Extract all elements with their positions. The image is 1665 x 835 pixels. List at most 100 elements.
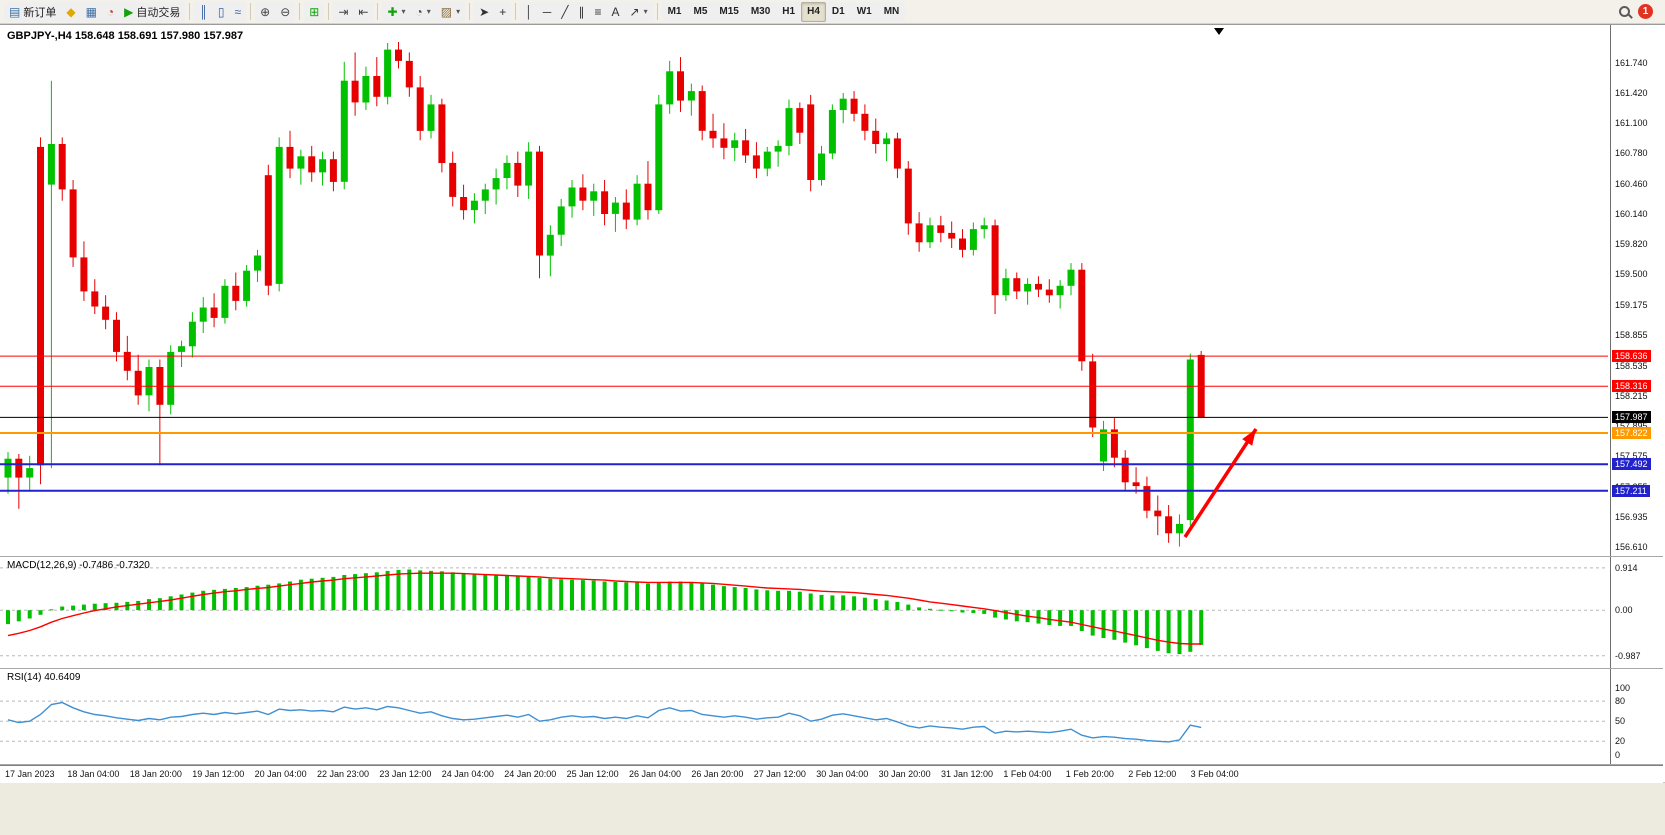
timeframe-m15-button[interactable]: M15	[713, 1, 745, 22]
macd-canvas[interactable]	[0, 557, 1610, 668]
horizontal-line-icon: ─	[542, 4, 552, 19]
price-tick-6: 159.820	[1615, 239, 1648, 250]
zoom-in-button[interactable]: ⊕	[255, 1, 276, 22]
chart-title: GBPJPY-,H4 158.648 158.691 157.980 157.9…	[7, 30, 243, 42]
toolbar-separator	[469, 3, 471, 20]
zoom-out-button[interactable]: ⊖	[275, 1, 296, 22]
horizontal-line-button[interactable]: ─	[537, 1, 557, 22]
rsi-tick-0: 100	[1615, 682, 1631, 693]
cursor-button[interactable]: ➤	[474, 1, 495, 22]
crosshair-button[interactable]: +	[494, 1, 512, 22]
vertical-line-icon: │	[525, 4, 533, 19]
metaeditor-button[interactable]: ◆	[61, 1, 81, 22]
macd-name: MACD(12,26,9)	[7, 560, 77, 571]
price-tick-9: 158.855	[1615, 330, 1648, 341]
periods-button[interactable]: ◔ ▾	[410, 1, 436, 22]
vertical-line-button[interactable]: │	[520, 1, 538, 22]
hline-price-tag-0: 158.636	[1612, 350, 1651, 363]
timeframe-m30-button[interactable]: M30	[744, 1, 777, 22]
arrows-dropdown-caret[interactable]: ▾	[643, 7, 648, 16]
timeframe-h4-button[interactable]: H4	[801, 1, 826, 22]
bar-chart-button[interactable]: ║	[194, 1, 213, 22]
rsi-tick-3: 20	[1615, 736, 1626, 747]
time-label-14: 30 Jan 20:00	[878, 769, 931, 779]
rsi-tick-1: 80	[1615, 696, 1626, 707]
time-label-10: 26 Jan 04:00	[629, 769, 682, 779]
chart-shift-marker[interactable]	[1214, 28, 1224, 35]
chart-ohlc-values: 158.648 158.691 157.980 157.987	[74, 30, 244, 42]
rsi-line	[7, 701, 1202, 743]
hline-objects[interactable]	[0, 355, 1608, 492]
fibonacci-button[interactable]: ≡	[589, 1, 607, 22]
new-order-button[interactable]: ▤ 新订单	[4, 1, 62, 22]
timeframe-mn-button[interactable]: MN	[877, 1, 906, 22]
timeframe-d1-button[interactable]: D1	[825, 1, 851, 22]
indicators-icon: ✚	[387, 4, 398, 19]
channel-button[interactable]: ∥	[573, 1, 590, 22]
line-chart-button[interactable]: ≈	[229, 1, 247, 22]
search-icon[interactable]	[1619, 6, 1630, 17]
arrows-icon: ↗	[629, 4, 640, 19]
rsi-label: RSI(14) 40.6409	[7, 672, 80, 683]
timeframe-w1-button[interactable]: W1	[850, 1, 878, 22]
periods-dropdown-caret[interactable]: ▾	[426, 7, 431, 16]
chart-shift-icon: ⇤	[358, 4, 369, 19]
trendline-icon: ╱	[561, 4, 569, 19]
hline-price-tag-1: 158.316	[1612, 380, 1651, 393]
tile-windows-button[interactable]: ⊞	[304, 1, 325, 22]
auto-scroll-button[interactable]: ⇥	[333, 1, 354, 22]
price-tick-5: 160.140	[1615, 208, 1648, 219]
rsi-panel: RSI(14) 40.6409 100 80 50 20 0	[0, 669, 1663, 765]
tile-windows-icon: ⊞	[309, 4, 320, 19]
indicators-button[interactable]: ✚ ▾	[382, 1, 411, 22]
macd-tick-0: 0.914	[1615, 562, 1638, 573]
timeframe-m1-button[interactable]: M1	[661, 1, 688, 22]
hline-price-tag-4: 157.492	[1612, 458, 1651, 471]
indicators-dropdown-caret[interactable]: ▾	[401, 7, 406, 16]
current-price-tag: 157.987	[1612, 411, 1651, 424]
line-chart-icon: ≈	[234, 4, 242, 19]
autotrading-button-label: 自动交易	[136, 6, 181, 19]
toolbar-separator	[515, 3, 517, 20]
channel-icon: ∥	[578, 4, 585, 19]
price-axis[interactable]: 161.740 161.420 161.100 160.780 160.460 160.1…	[1610, 25, 1663, 556]
rsi-name: RSI(14)	[7, 672, 42, 683]
autotrading-button[interactable]: ▶ 自动交易	[119, 1, 186, 22]
timeframe-m5-button[interactable]: M5	[687, 1, 714, 22]
time-axis[interactable]: 17 Jan 2023 18 Jan 04:00 18 Jan 20:00 19 Ja…	[0, 765, 1663, 783]
text-button[interactable]: A	[606, 1, 625, 22]
toolbar-separator	[328, 3, 330, 20]
price-tick-0: 161.740	[1615, 57, 1648, 68]
auto-scroll-icon: ⇥	[338, 4, 349, 19]
annotation-arrow-head	[1242, 429, 1256, 446]
templates-button[interactable]: ▨ ▾	[435, 1, 466, 22]
macd-signal-line	[7, 572, 1202, 645]
new-chart-button[interactable]: ▦	[80, 1, 102, 22]
macd-axis[interactable]: 0.914 0.00 -0.987	[1610, 557, 1663, 668]
community-button[interactable]: ◔	[101, 1, 120, 22]
trendline-button[interactable]: ╱	[556, 1, 574, 22]
timeframe-h1-button[interactable]: H1	[776, 1, 802, 22]
time-label-19: 3 Feb 04:00	[1190, 769, 1239, 779]
rsi-canvas[interactable]	[0, 669, 1610, 764]
arrows-button[interactable]: ↗ ▾	[624, 1, 653, 22]
toolbar-separator	[299, 3, 301, 20]
candlestick-chart-button[interactable]: ▯	[212, 1, 230, 22]
main-toolbar: ▤ 新订单 ◆ ▦ ◔ ▶ 自动交易 ║ ▯ ≈ ⊕ ⊖ ⊞ ⇥ ⇤ ✚ ▾ ◔ ▾ ▨ ▾ ➤ + │ ─ ╱ ∥ ≡ A ↗ ▾ M1 M5…	[0, 0, 1665, 24]
price-tick-7: 159.500	[1615, 269, 1648, 280]
annotation-arrow-line[interactable]	[1183, 428, 1258, 538]
main-chart-canvas[interactable]	[0, 25, 1610, 556]
time-label-18: 2 Feb 12:00	[1128, 769, 1177, 779]
toolbar-separator	[250, 3, 252, 20]
periods-icon: ◔	[415, 4, 423, 19]
rsi-axis[interactable]: 100 80 50 20 0	[1610, 669, 1663, 764]
templates-dropdown-caret[interactable]: ▾	[456, 7, 461, 16]
time-label-7: 24 Jan 04:00	[441, 769, 494, 779]
chart-shift-button[interactable]: ⇤	[353, 1, 374, 22]
price-tick-11: 158.215	[1615, 390, 1648, 401]
time-label-15: 31 Jan 12:00	[941, 769, 994, 779]
notification-badge[interactable]: 1	[1638, 4, 1653, 19]
candles-layer	[4, 42, 1205, 547]
price-tick-16: 156.610	[1615, 542, 1648, 553]
price-tick-3: 160.780	[1615, 148, 1648, 159]
